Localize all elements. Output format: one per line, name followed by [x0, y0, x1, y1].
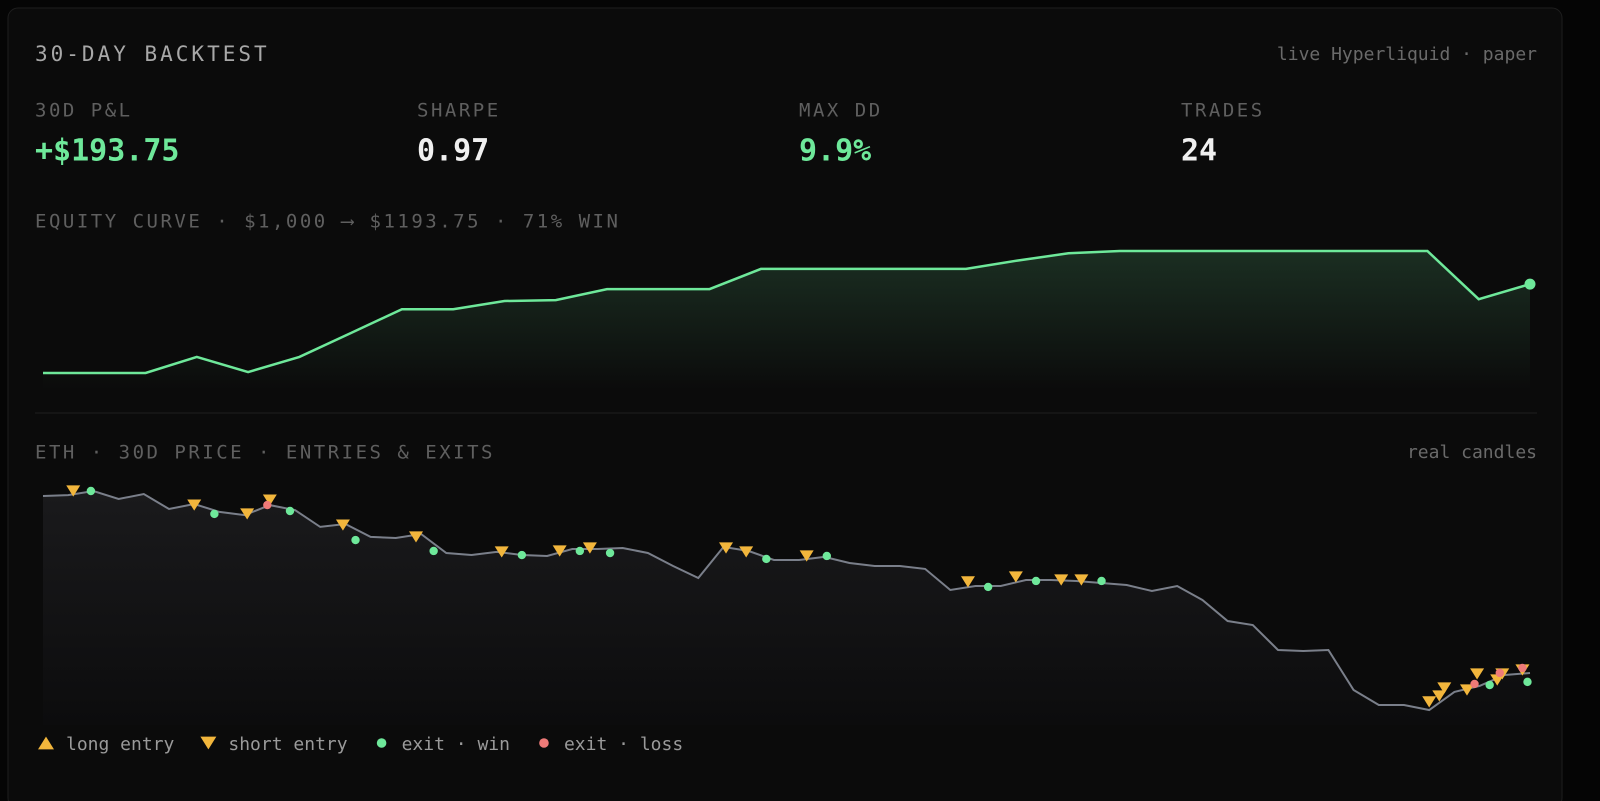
panel-title: 30-DAY BACKTEST [35, 42, 270, 66]
legend-label: exit · win [402, 734, 510, 755]
marker [86, 486, 96, 496]
marker [285, 506, 295, 516]
marker [1518, 663, 1527, 673]
marker [605, 548, 615, 558]
marker [1432, 690, 1447, 702]
marker [187, 499, 202, 511]
marker [739, 546, 754, 558]
marker [822, 551, 832, 561]
marker [1074, 574, 1089, 586]
marker [1459, 684, 1474, 696]
marker [960, 576, 975, 588]
equity-title: EQUITY CURVE · $1,000 ⟶ $1193.75 · 71% W… [35, 211, 620, 233]
marker [719, 542, 734, 554]
equity-chart [43, 249, 1536, 390]
stats: 30D P&L +$193.75 SHARPE 0.97 MAX DD 9.9% TRADE… [35, 100, 1265, 169]
marker [1054, 574, 1069, 586]
equity-line [43, 249, 1531, 375]
price-subtitle: real candles [1407, 442, 1537, 463]
marker [335, 519, 350, 531]
marker [575, 546, 585, 556]
marker [799, 550, 814, 562]
marker [262, 494, 277, 506]
marker [552, 545, 567, 557]
legend: long entry short entry exit · win exit · lo… [38, 734, 683, 755]
legend-symbol [200, 736, 217, 750]
marker [429, 546, 438, 556]
marker [1470, 668, 1485, 680]
stat-value: 24 [1181, 134, 1217, 169]
marker [1437, 682, 1452, 694]
marker [1470, 679, 1479, 689]
marker [263, 500, 272, 510]
marker [1490, 674, 1505, 686]
marker [351, 535, 360, 545]
marker [1097, 576, 1106, 586]
marker [1422, 696, 1437, 708]
price-area [43, 491, 1530, 725]
equity-endpoint [1524, 278, 1536, 290]
marker [1523, 677, 1532, 687]
legend-label: short entry [228, 734, 347, 755]
marker [1008, 571, 1023, 583]
stat-label: MAX DD [799, 100, 883, 122]
marker [1495, 668, 1504, 678]
stat-label: TRADES [1181, 100, 1265, 122]
price-chart [42, 485, 1532, 725]
stat-value: +$193.75 [35, 134, 180, 169]
stat-value: 0.97 [417, 134, 489, 169]
panel-subtitle: live Hyperliquid · paper [1277, 44, 1537, 65]
price-title: ETH · 30D PRICE · ENTRIES & EXITS [35, 442, 495, 464]
marker [240, 508, 255, 520]
legend-symbol [376, 738, 387, 748]
legend-symbol [539, 738, 549, 748]
marker [66, 485, 81, 497]
legend-label: exit · loss [564, 734, 683, 755]
marker [1485, 680, 1494, 690]
stat-label: SHARPE [417, 100, 501, 122]
legend-symbol [38, 736, 54, 750]
marker [494, 546, 509, 558]
legend-label: long entry [66, 734, 175, 755]
marker [210, 509, 219, 519]
equity-area [43, 251, 1530, 390]
marker [517, 550, 527, 560]
marker [409, 531, 424, 543]
stat-label: 30D P&L [35, 100, 133, 122]
stat-value: 9.9% [799, 134, 871, 169]
marker [1031, 576, 1041, 586]
marker [762, 554, 771, 564]
marker [582, 542, 597, 554]
marker [983, 582, 993, 592]
